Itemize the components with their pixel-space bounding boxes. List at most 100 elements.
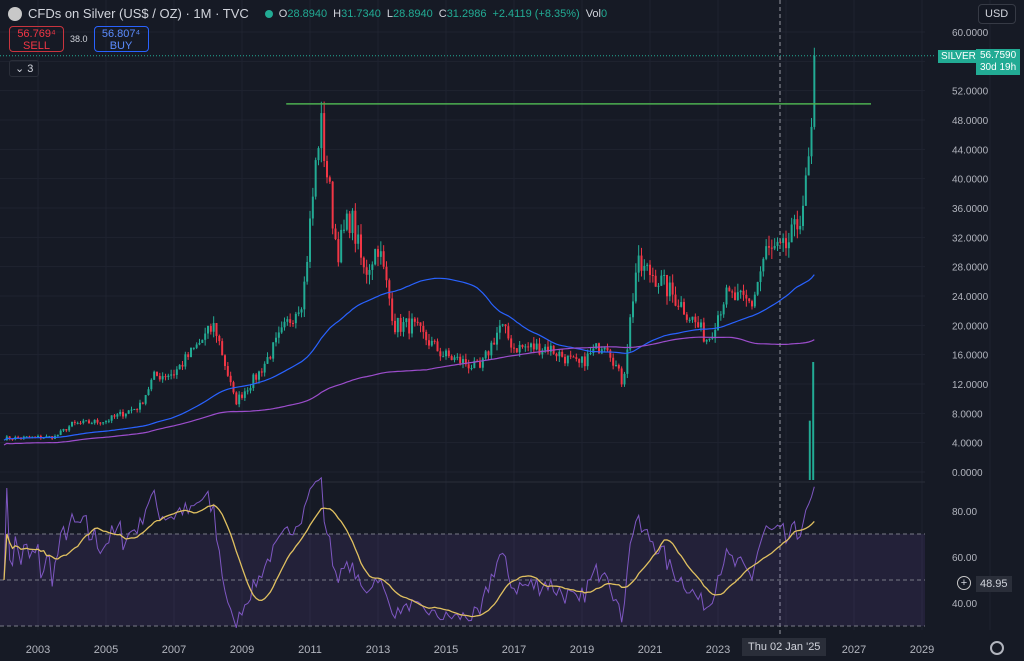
- price-tick: 12.0000: [952, 380, 989, 391]
- sell-button[interactable]: 56.769⁴ SELL: [9, 26, 64, 52]
- candle-body: [11, 438, 14, 440]
- price-tick: 60.0000: [952, 28, 989, 39]
- candle-body: [331, 181, 334, 229]
- candle-body: [360, 234, 362, 258]
- candle-body: [391, 298, 394, 321]
- candle-body: [309, 218, 311, 262]
- candle-body: [513, 347, 515, 349]
- candle-body: [59, 430, 62, 435]
- candle-body: [768, 246, 770, 248]
- candle-body: [714, 329, 717, 337]
- candle-body: [249, 387, 252, 391]
- candle-body: [343, 229, 345, 231]
- candle-body: [399, 317, 402, 332]
- candle-body: [561, 351, 564, 357]
- price-tick: 40.0000: [952, 175, 989, 186]
- ma-fast-line: [3, 274, 815, 441]
- candle-body: [173, 374, 175, 376]
- candle-body: [71, 421, 73, 427]
- candle-body: [810, 126, 813, 157]
- candle-body: [436, 341, 439, 352]
- candle-body: [354, 210, 357, 244]
- candle-body: [107, 420, 110, 422]
- time-tick: 2009: [230, 644, 254, 656]
- candle-body: [765, 246, 768, 259]
- rsi-tick: 60.00: [952, 553, 977, 564]
- candle-body: [90, 423, 93, 425]
- candle-body: [362, 257, 365, 268]
- currency-select[interactable]: USD: [978, 4, 1016, 24]
- candle-body: [25, 436, 28, 438]
- candle-body: [544, 346, 547, 351]
- time-tick: 2029: [910, 644, 934, 656]
- candle-body: [688, 319, 691, 321]
- candle-body: [807, 156, 810, 176]
- candle-body: [751, 301, 753, 307]
- candle-body: [425, 331, 428, 341]
- candle-body: [501, 324, 504, 326]
- candle-body: [646, 264, 649, 266]
- candle-body: [357, 234, 360, 244]
- candle-body: [351, 210, 354, 233]
- candle-body: [748, 298, 751, 302]
- candle-body: [408, 318, 411, 334]
- time-tick: 2027: [842, 644, 866, 656]
- ma-slow-line: [3, 336, 815, 446]
- add-icon[interactable]: +: [957, 576, 971, 590]
- candle-body: [170, 374, 173, 376]
- candle-body: [377, 249, 379, 257]
- candle-body: [770, 247, 773, 249]
- settings-icon[interactable]: [990, 641, 1004, 655]
- candle-body: [773, 245, 776, 249]
- candle-body: [113, 415, 116, 417]
- candle-body: [255, 374, 258, 380]
- candle-body: [700, 322, 702, 328]
- candle-body: [677, 305, 680, 307]
- candle-body: [263, 363, 266, 373]
- rsi-line: [3, 476, 815, 628]
- candle-body: [705, 339, 708, 342]
- candle-body: [269, 357, 272, 359]
- candle-body: [493, 342, 496, 345]
- symbol-price-tag: SILVER: [938, 50, 979, 63]
- candle-body: [527, 346, 530, 348]
- candle-body: [521, 344, 524, 348]
- candle-body: [419, 322, 422, 326]
- candle-body: [371, 264, 374, 270]
- candle-body: [382, 251, 385, 267]
- candle-body: [405, 318, 408, 323]
- candle-body: [549, 345, 552, 352]
- symbol-title[interactable]: CFDs on Silver (US$ / OZ) · 1M · TVC: [28, 6, 249, 21]
- candle-body: [314, 160, 317, 197]
- time-tick: 2015: [434, 644, 458, 656]
- candle-body: [632, 301, 634, 318]
- candle-body: [439, 351, 442, 357]
- candle-body: [504, 324, 507, 327]
- candle-body: [110, 415, 113, 421]
- price-tick: 28.0000: [952, 263, 989, 274]
- time-tick: 2017: [502, 644, 526, 656]
- candle-body: [402, 322, 405, 332]
- candle-body: [241, 394, 243, 398]
- candle-body: [277, 332, 280, 338]
- candle-body: [102, 422, 105, 424]
- candle-body: [518, 344, 521, 353]
- candle-body: [479, 361, 481, 368]
- candle-body: [685, 314, 688, 320]
- candle-body: [124, 413, 127, 417]
- candle-body: [617, 365, 620, 369]
- indicators-toggle[interactable]: ⌄ 3: [9, 60, 40, 77]
- candle-body: [538, 343, 541, 355]
- candle-body: [204, 333, 207, 340]
- candle-body: [640, 255, 643, 271]
- candle-body: [280, 327, 283, 333]
- candle-body: [484, 351, 487, 359]
- candle-body: [136, 409, 139, 411]
- candle-body: [496, 332, 498, 345]
- buy-button[interactable]: 56.807⁴ BUY: [93, 26, 149, 52]
- candle-body: [430, 340, 433, 346]
- candle-body: [612, 357, 615, 366]
- candle-body: [547, 346, 549, 352]
- candle-body: [674, 294, 677, 306]
